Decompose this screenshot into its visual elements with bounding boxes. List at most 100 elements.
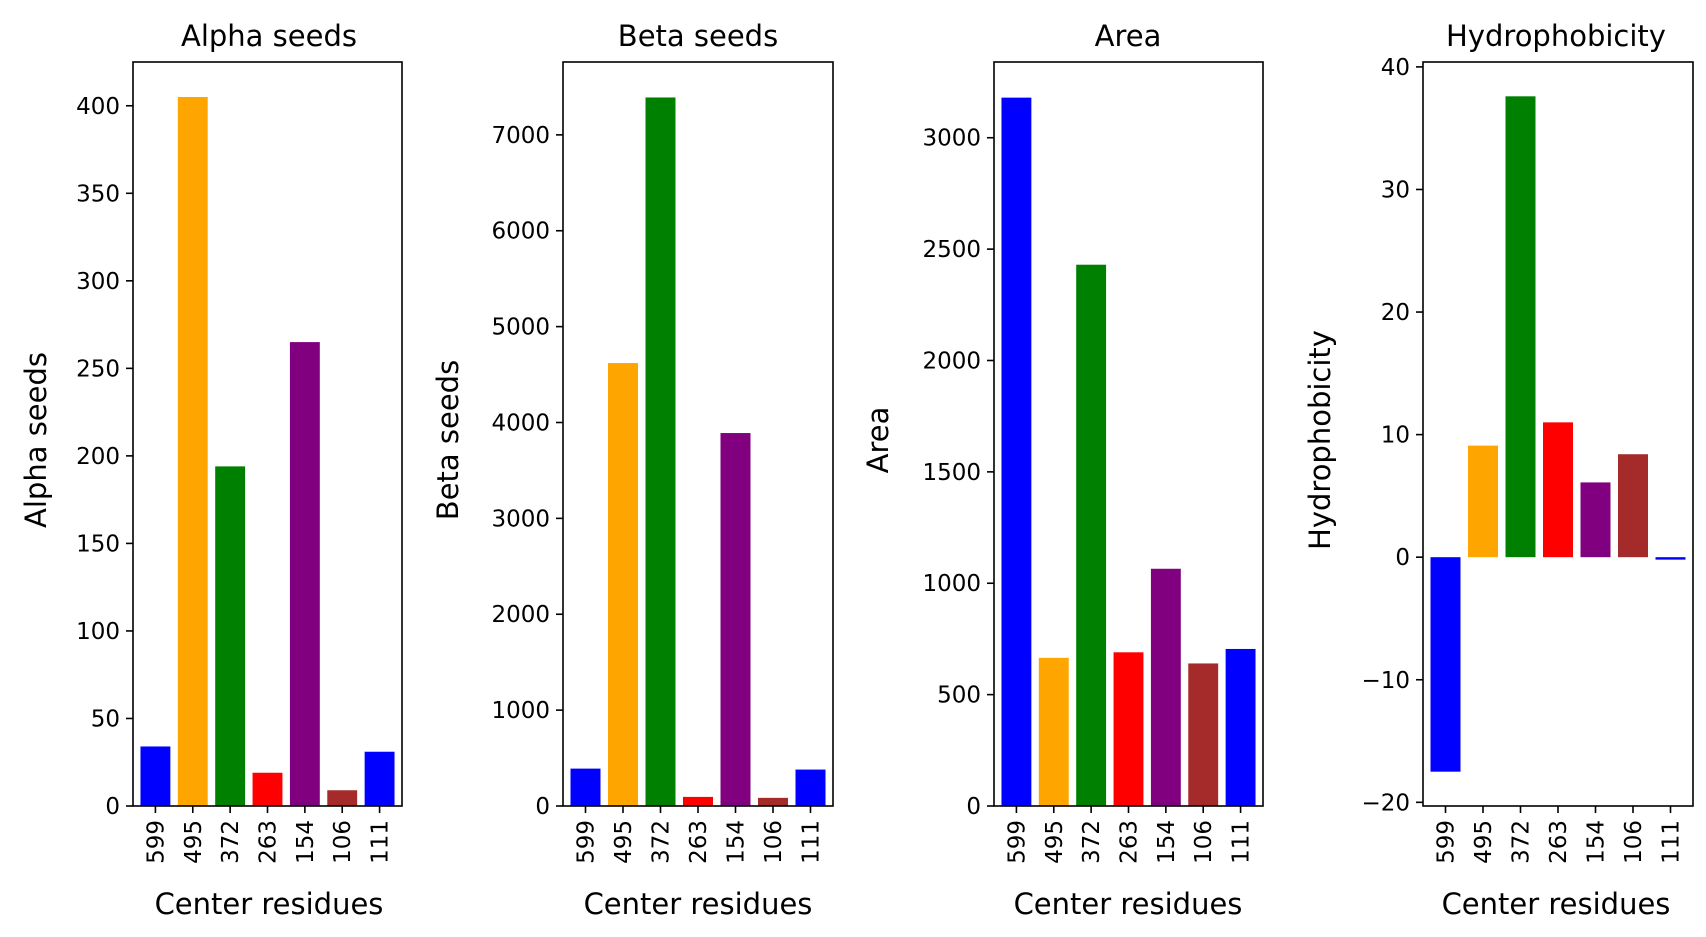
x-tick-label: 599 — [143, 820, 169, 864]
plot-area: −20 −10 0 10 20 30 40 599 495 372 263 154 106 111 — [1361, 55, 1694, 864]
x-tick-label: 372 — [1079, 820, 1105, 864]
y-tick-label: 0 — [535, 794, 550, 820]
bar-111 — [1655, 557, 1686, 560]
bar-495 — [177, 97, 208, 806]
bar-111 — [1225, 648, 1256, 806]
y-tick-label: 3000 — [491, 506, 550, 532]
x-tick-label: 372 — [218, 820, 244, 864]
y-tick-label: 4000 — [491, 410, 550, 436]
panel-title: Beta seeds — [618, 19, 778, 53]
x-tick-label: 263 — [1117, 820, 1143, 864]
x-axis-label: Center residues — [1442, 887, 1671, 921]
x-tick-label: 154 — [1154, 820, 1180, 864]
x-axis-label: Center residues — [155, 887, 384, 921]
axes-frame — [132, 61, 403, 807]
panel-title: Alpha seeds — [181, 19, 357, 53]
y-tick-label: 7000 — [491, 123, 550, 149]
x-tick-label: 263 — [256, 820, 282, 864]
bar-106 — [327, 790, 358, 806]
axes-frame — [562, 61, 834, 807]
bar-154 — [1150, 568, 1181, 806]
bar-106 — [1618, 454, 1648, 558]
x-axis-label: Center residues — [584, 887, 813, 921]
x-tick-label: 599 — [574, 820, 600, 864]
y-tick-label: 2000 — [491, 602, 550, 628]
bar-599 — [1430, 557, 1461, 772]
y-tick-label: −20 — [1361, 790, 1410, 816]
y-tick-label: 0 — [966, 794, 981, 820]
x-tick-label: 263 — [1546, 820, 1572, 864]
x-tick-label: 106 — [330, 820, 356, 864]
x-tick-label: 111 — [799, 820, 825, 864]
x-tick-label: 372 — [1509, 820, 1535, 864]
bar-599 — [1001, 97, 1032, 806]
x-tick-label: 372 — [649, 820, 675, 864]
x-tick-label: 111 — [368, 820, 394, 864]
bar-111 — [364, 751, 395, 806]
x-tick-label: 263 — [686, 820, 712, 864]
x-tick-label: 154 — [724, 820, 750, 864]
bar-372 — [1076, 264, 1107, 807]
x-tick-label: 599 — [1434, 820, 1460, 864]
x-tick-label: 599 — [1004, 820, 1030, 864]
y-tick-label: 6000 — [491, 219, 550, 245]
x-tick-label: 154 — [293, 820, 319, 864]
panel-hydrophobicity: Hydrophobicity −20 −10 0 10 20 30 40 599 495 372 2… — [1303, 19, 1694, 921]
y-tick-label: 2500 — [922, 237, 981, 263]
plot-area: 0 500 1000 1500 2000 2500 3000 599 495 372 263 154 1… — [922, 61, 1264, 864]
bar-263 — [1113, 652, 1144, 806]
panel-title: Area — [1095, 19, 1162, 53]
panel-beta-seeds: Beta seeds 0 1000 2000 3000 4000 5000 6000 7000… — [431, 19, 834, 921]
y-tick-label: −10 — [1361, 668, 1410, 694]
bar-599 — [570, 768, 601, 806]
y-tick-label: 0 — [105, 794, 120, 820]
bar-154 — [1580, 482, 1611, 558]
y-tick-label: 2000 — [922, 348, 981, 374]
y-tick-label: 50 — [91, 706, 120, 732]
bar-495 — [608, 363, 638, 806]
bar-495 — [1038, 657, 1069, 806]
bar-263 — [1543, 422, 1573, 558]
y-axis-label: Area — [861, 407, 895, 474]
y-tick-label: 350 — [76, 181, 120, 207]
y-tick-label: 20 — [1381, 300, 1410, 326]
y-tick-label: 1000 — [922, 571, 981, 597]
y-tick-label: 0 — [1395, 545, 1410, 571]
bar-154 — [289, 342, 320, 806]
x-axis-label: Center residues — [1014, 887, 1243, 921]
bar-106 — [1188, 663, 1219, 806]
x-tick-label: 111 — [1659, 820, 1685, 864]
panel-title: Hydrophobicity — [1446, 19, 1666, 53]
x-tick-label: 495 — [611, 820, 637, 864]
y-tick-label: 5000 — [491, 315, 550, 341]
plot-area: 0 50 100 150 200 250 300 350 400 599 495 372 263 154 1… — [76, 61, 403, 864]
bar-154 — [720, 433, 751, 806]
x-tick-label: 111 — [1229, 820, 1255, 864]
y-tick-label: 10 — [1381, 423, 1410, 449]
y-tick-label: 250 — [76, 356, 120, 382]
x-tick-label: 495 — [181, 820, 207, 864]
y-axis-label: Beta seeds — [431, 360, 465, 520]
y-tick-label: 400 — [76, 94, 120, 120]
bar-495 — [1468, 445, 1498, 558]
x-tick-label: 106 — [761, 820, 787, 864]
x-tick-label: 106 — [1621, 820, 1647, 864]
bar-372 — [215, 466, 246, 806]
bar-599 — [140, 746, 171, 806]
y-tick-label: 500 — [937, 683, 981, 709]
bar-372 — [645, 97, 676, 806]
y-tick-label: 150 — [76, 531, 120, 557]
x-tick-label: 154 — [1584, 820, 1610, 864]
bar-372 — [1505, 96, 1536, 558]
panel-alpha-seeds: Alpha seeds 0 50 100 150 200 250 300 350 400 599 4… — [19, 19, 403, 921]
x-tick-label: 106 — [1191, 820, 1217, 864]
y-tick-label: 100 — [76, 619, 120, 645]
y-tick-label: 300 — [76, 269, 120, 295]
bar-111 — [795, 769, 826, 806]
y-tick-label: 200 — [76, 444, 120, 470]
y-tick-label: 3000 — [922, 126, 981, 152]
x-tick-label: 495 — [1471, 820, 1497, 864]
y-tick-label: 1500 — [922, 460, 981, 486]
y-axis-label: Alpha seeds — [19, 352, 53, 528]
